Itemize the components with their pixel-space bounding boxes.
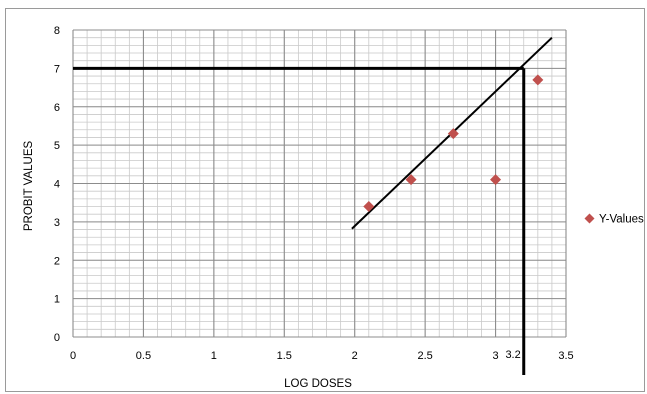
x-tick-label: 3: [493, 350, 499, 362]
data-point: [532, 74, 544, 86]
x-tick-label: 0.5: [136, 350, 151, 362]
x-tick-label: 2.5: [417, 350, 432, 362]
y-tick-label: 1: [54, 294, 60, 306]
x-axis-title: LOG DOSES: [284, 378, 352, 390]
data-point: [363, 201, 375, 213]
legend: Y-Values: [584, 213, 644, 226]
x-tick-label: 0: [70, 350, 76, 362]
data-points: [363, 74, 544, 213]
y-tick-label: 4: [54, 179, 60, 191]
legend-marker: [584, 213, 595, 224]
reference-annotation: 3.2: [505, 349, 520, 361]
y-tick-label: 7: [54, 63, 60, 75]
x-tick-labels: 0 0.5 1 1.5 2 2.5 3 3.5: [70, 350, 574, 362]
x-tick-label: 1.5: [277, 350, 292, 362]
legend-label: Y-Values: [599, 214, 644, 226]
major-grid: [72, 29, 567, 338]
y-tick-label: 5: [54, 140, 60, 152]
y-tick-label: 8: [54, 25, 60, 37]
chart-frame: [5, 8, 645, 392]
data-point: [490, 174, 502, 186]
y-tick-label: 6: [54, 102, 60, 114]
y-tick-label: 3: [54, 217, 60, 229]
x-tick-label: 2: [352, 350, 358, 362]
y-axis-title: PROBIT VALUES: [23, 141, 35, 232]
y-tick-label: 2: [54, 255, 60, 267]
y-tick-label: 0: [54, 332, 60, 344]
x-tick-label: 1: [211, 350, 217, 362]
data-point: [405, 174, 417, 186]
reference-lines: 3.2: [73, 66, 526, 375]
data-point: [447, 128, 459, 140]
reference-label-background: [507, 347, 520, 361]
y-tick-labels: 0 1 2 3 4 5 6 7 8: [54, 25, 60, 344]
x-tick-label: 3.5: [558, 350, 573, 362]
